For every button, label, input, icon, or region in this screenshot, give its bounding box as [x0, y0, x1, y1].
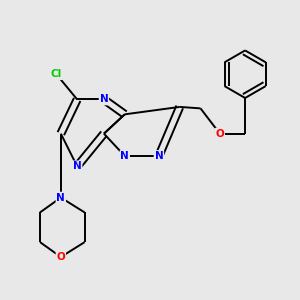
Text: N: N: [56, 193, 65, 202]
Text: Cl: Cl: [51, 69, 62, 79]
Text: O: O: [56, 252, 65, 262]
Text: O: O: [215, 129, 224, 139]
Text: N: N: [100, 94, 108, 104]
Text: N: N: [154, 151, 163, 161]
Text: N: N: [120, 151, 129, 161]
Text: N: N: [73, 161, 82, 171]
